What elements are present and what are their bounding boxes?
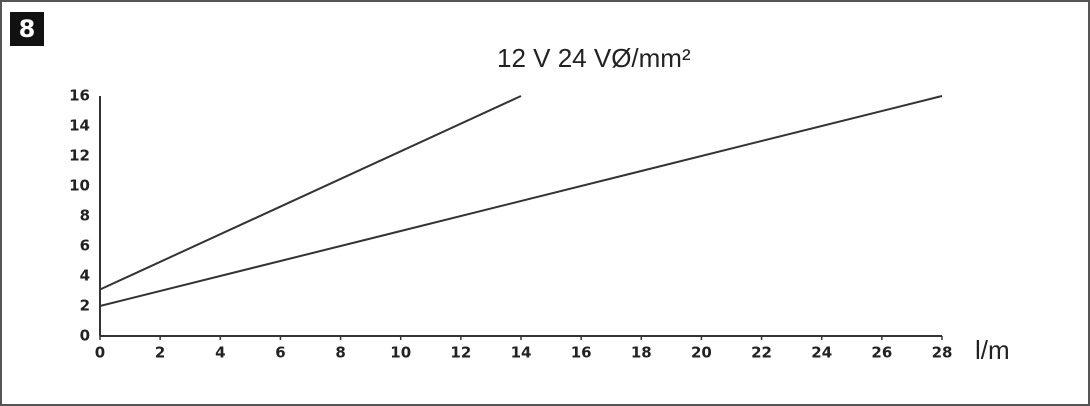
y-tick-label: 14 [69, 117, 90, 135]
y-tick-label: 4 [80, 267, 90, 285]
y-tick-label: 16 [69, 87, 90, 105]
x-tick-label: 14 [511, 344, 532, 362]
x-tick-label: 12 [450, 344, 471, 362]
badge-box [10, 12, 44, 46]
x-tick-label: 10 [390, 344, 411, 362]
x-tick-label: 22 [751, 344, 772, 362]
x-tick-label: 28 [932, 344, 953, 362]
series-line [99, 95, 943, 307]
y-tick-label: 12 [69, 147, 90, 165]
x-tick-label: 24 [811, 344, 832, 362]
y-tick-label: 6 [80, 237, 90, 255]
badge: 8 [19, 15, 36, 43]
x-tick-label: 26 [871, 344, 892, 362]
x-tick-label: 4 [215, 344, 225, 362]
x-axis-label: l/m [975, 335, 1010, 365]
x-tick-label: 16 [571, 344, 592, 362]
series-line [99, 95, 522, 291]
x-tick-label: 0 [95, 344, 105, 362]
y-tick-label: 10 [69, 177, 90, 195]
x-tick-label: 18 [631, 344, 652, 362]
y-tick-label: 2 [80, 297, 90, 315]
chart-title: 12 V 24 VØ/mm² [497, 43, 691, 73]
x-tick-label: 6 [275, 344, 285, 362]
x-tick-label: 8 [335, 344, 345, 362]
x-tick-label: 2 [155, 344, 165, 362]
y-tick-label: 0 [80, 327, 90, 345]
x-tick-label: 20 [691, 344, 712, 362]
y-tick-label: 8 [80, 207, 90, 225]
